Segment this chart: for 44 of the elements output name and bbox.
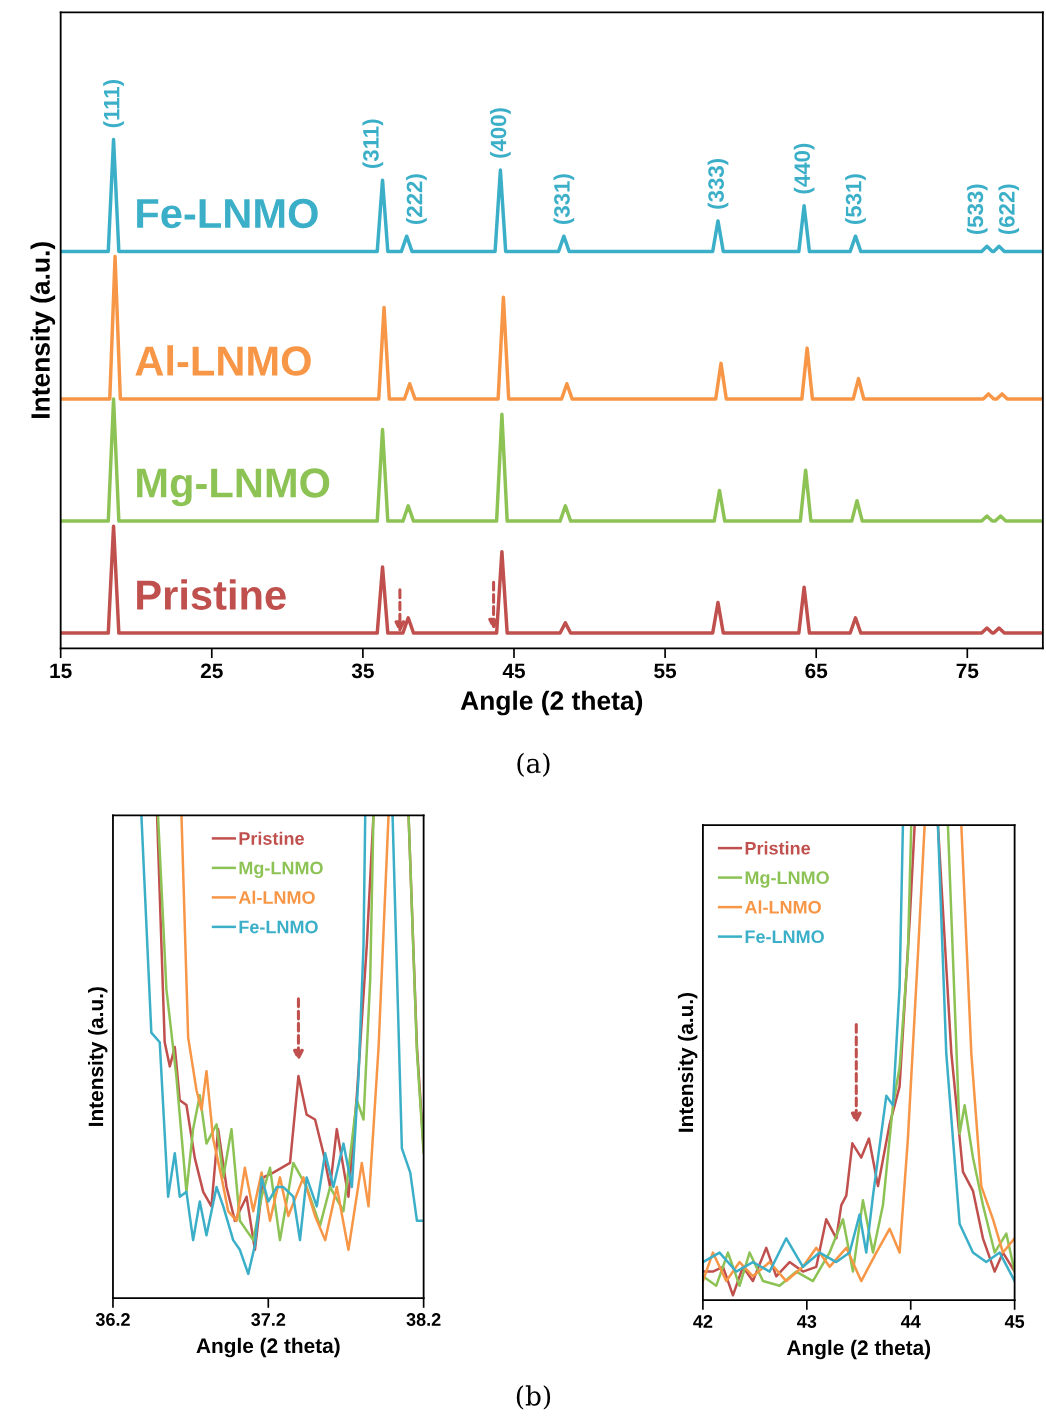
y-axis-title: Intensity (a.u.) bbox=[677, 993, 698, 1132]
annotation: (331) bbox=[553, 174, 575, 224]
x-tick-label: 38.2 bbox=[406, 1313, 441, 1326]
legend-label: Al-LNMO bbox=[238, 890, 315, 904]
x-tick-label: 35 bbox=[351, 663, 374, 679]
annotation: (533) bbox=[966, 184, 988, 235]
annotation: (311) bbox=[362, 119, 384, 168]
x-tick-label: 36.2 bbox=[95, 1313, 130, 1326]
x-tick-label: 45 bbox=[1004, 1315, 1025, 1328]
text: (a) bbox=[517, 752, 550, 777]
x-axis-title: Angle (2 theta) bbox=[786, 1339, 931, 1360]
x-axis-title: Angle (2 theta) bbox=[460, 690, 643, 716]
legend-label: Al-LNMO bbox=[744, 900, 821, 914]
legend-label: Fe-LNMO bbox=[745, 930, 824, 944]
annotation: (440) bbox=[793, 143, 815, 194]
text: (b) bbox=[516, 1385, 551, 1410]
legend-label: Pristine bbox=[745, 841, 811, 855]
x-axis-title: Angle (2 theta) bbox=[196, 1337, 340, 1358]
series-label: Mg-LNMO bbox=[137, 468, 330, 507]
series-label: Pristine bbox=[137, 579, 286, 610]
x-tick-label: 37.2 bbox=[251, 1313, 286, 1326]
annotation: (222) bbox=[406, 174, 427, 224]
annotation: (111) bbox=[103, 80, 124, 128]
legend-label: Pristine bbox=[239, 831, 304, 845]
annotation: (531) bbox=[845, 174, 866, 224]
x-tick-label: 55 bbox=[654, 663, 677, 679]
annotation: (400) bbox=[490, 108, 511, 158]
x-tick-label: 44 bbox=[900, 1315, 921, 1328]
y-axis-title: Intensity (a.u.) bbox=[87, 987, 108, 1126]
x-tick-label: 43 bbox=[797, 1315, 817, 1328]
x-tick-label: 45 bbox=[502, 663, 525, 679]
y-axis-title: Intensity (a.u.) bbox=[30, 242, 56, 418]
series-label: Al-LNMO bbox=[135, 345, 311, 376]
x-tick-label: 42 bbox=[693, 1315, 713, 1328]
x-tick-label: 15 bbox=[50, 663, 72, 679]
annotation: (622) bbox=[998, 184, 1020, 235]
legend-label: Mg-LNMO bbox=[745, 871, 829, 888]
x-tick-label: 65 bbox=[805, 663, 828, 679]
legend-label: Fe-LNMO bbox=[239, 920, 318, 934]
legend-label: Mg-LNMO bbox=[239, 861, 323, 879]
x-tick-label: 25 bbox=[200, 663, 223, 679]
x-tick-label: 75 bbox=[956, 663, 979, 679]
annotation: (333) bbox=[707, 159, 729, 209]
series-label: Fe-LNMO bbox=[137, 198, 318, 229]
